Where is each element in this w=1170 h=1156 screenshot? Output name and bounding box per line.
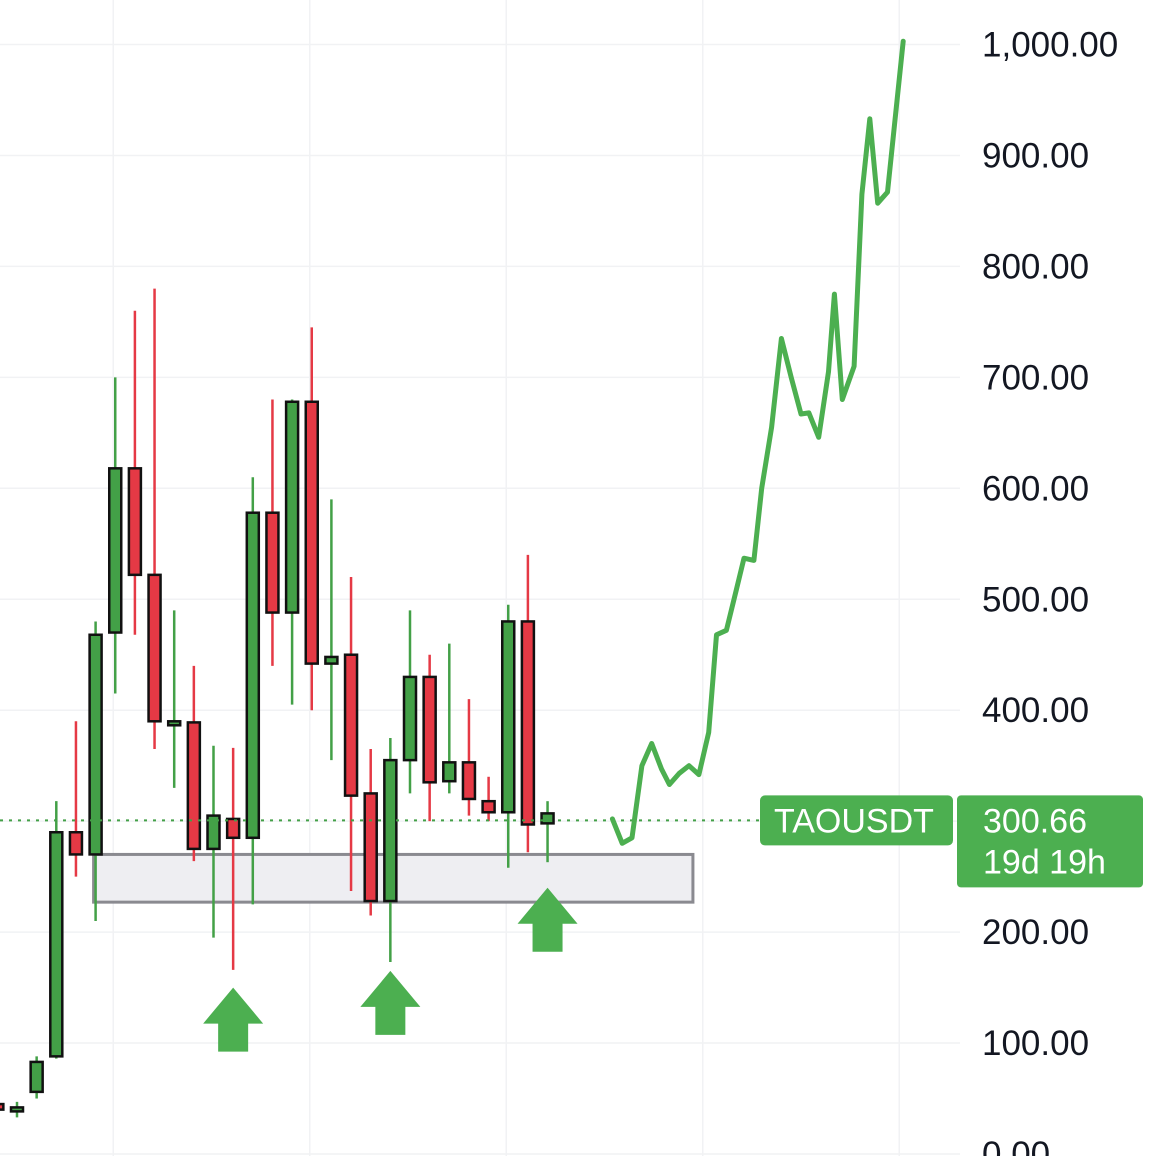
candle-body [166,720,182,727]
candle-body [422,675,437,784]
price-tick-label: 400.00 [982,691,1089,730]
candle [422,654,437,822]
up-arrow-icon [203,987,264,1052]
candle-body [284,400,300,614]
price-tick-label: 1,000.00 [982,26,1118,65]
candle-body [304,400,319,665]
candle [461,699,477,816]
candle-body [363,792,378,903]
candle [0,1102,5,1111]
candle-body [206,814,221,851]
candle [265,399,280,666]
price-tick-label: 0.00 [982,1135,1050,1156]
candle-body [501,620,516,814]
candle [147,288,162,750]
symbol-label: TAOUSDT [774,802,934,840]
candle [206,745,221,938]
price-tick-label: 200.00 [982,913,1089,952]
candle [520,554,536,853]
candle [304,327,319,711]
projection-line [609,38,906,846]
candle-body [127,467,143,577]
price-tick-label: 500.00 [982,580,1089,619]
candle [186,665,202,862]
candle [108,377,123,694]
price-tick-label: 600.00 [982,469,1089,508]
candle [245,477,261,905]
candle [88,621,103,922]
price-axis[interactable]: 0.00 100.00 200.00 400.00 500.00 600.00 700.00… [982,26,1118,1156]
up-arrow-icon [517,887,578,952]
candle-body [186,721,202,851]
candle [29,1056,44,1099]
candle [383,737,398,963]
last-price-label-bg [957,795,1143,888]
candle-body [108,467,123,634]
candle-body [147,573,162,723]
candle [166,610,182,788]
grid-lines [0,0,960,1156]
candle-body [343,653,359,797]
candle-body [481,799,496,814]
candle [127,310,143,635]
candle [402,610,418,794]
candle [49,801,64,1059]
symbol-label-bg [760,795,953,846]
candle-body [324,655,339,665]
price-tick-label: 900.00 [982,136,1089,175]
price-labels: TAOUSDT 300.66 19d 19h [760,795,1143,888]
candle-body [245,511,261,840]
candle [343,577,359,892]
candle-body [402,675,418,762]
candle [324,499,339,761]
candle-body [68,830,84,856]
price-tick-label: 800.00 [982,247,1089,286]
up-arrow-icon [360,970,421,1035]
candle-body [461,761,477,801]
candle-body [225,817,241,840]
candle-body [88,633,103,856]
candle [481,776,496,822]
candle-body [442,761,457,783]
price-tick-label: 100.00 [982,1024,1089,1063]
candle [9,1101,25,1118]
candle-body [383,758,398,903]
candle-countdown-label: 19d 19h [983,843,1106,881]
candle [284,399,300,705]
candle-body [49,830,64,1058]
candle-body [29,1060,44,1094]
candle-body [540,812,555,825]
candle [68,721,84,877]
candle-body [265,511,280,614]
last-price-label: 300.66 [983,802,1087,840]
candle [363,749,378,916]
candle [442,643,457,794]
candle [501,604,516,868]
price-tick-label: 700.00 [982,358,1089,397]
candle [540,801,555,863]
candlesticks [0,288,555,1118]
candle [225,747,241,970]
candle-body [520,620,536,826]
candle-body [0,1102,5,1111]
signal-arrows [203,887,578,1052]
projection-path [609,38,906,846]
candle-body [9,1106,25,1113]
